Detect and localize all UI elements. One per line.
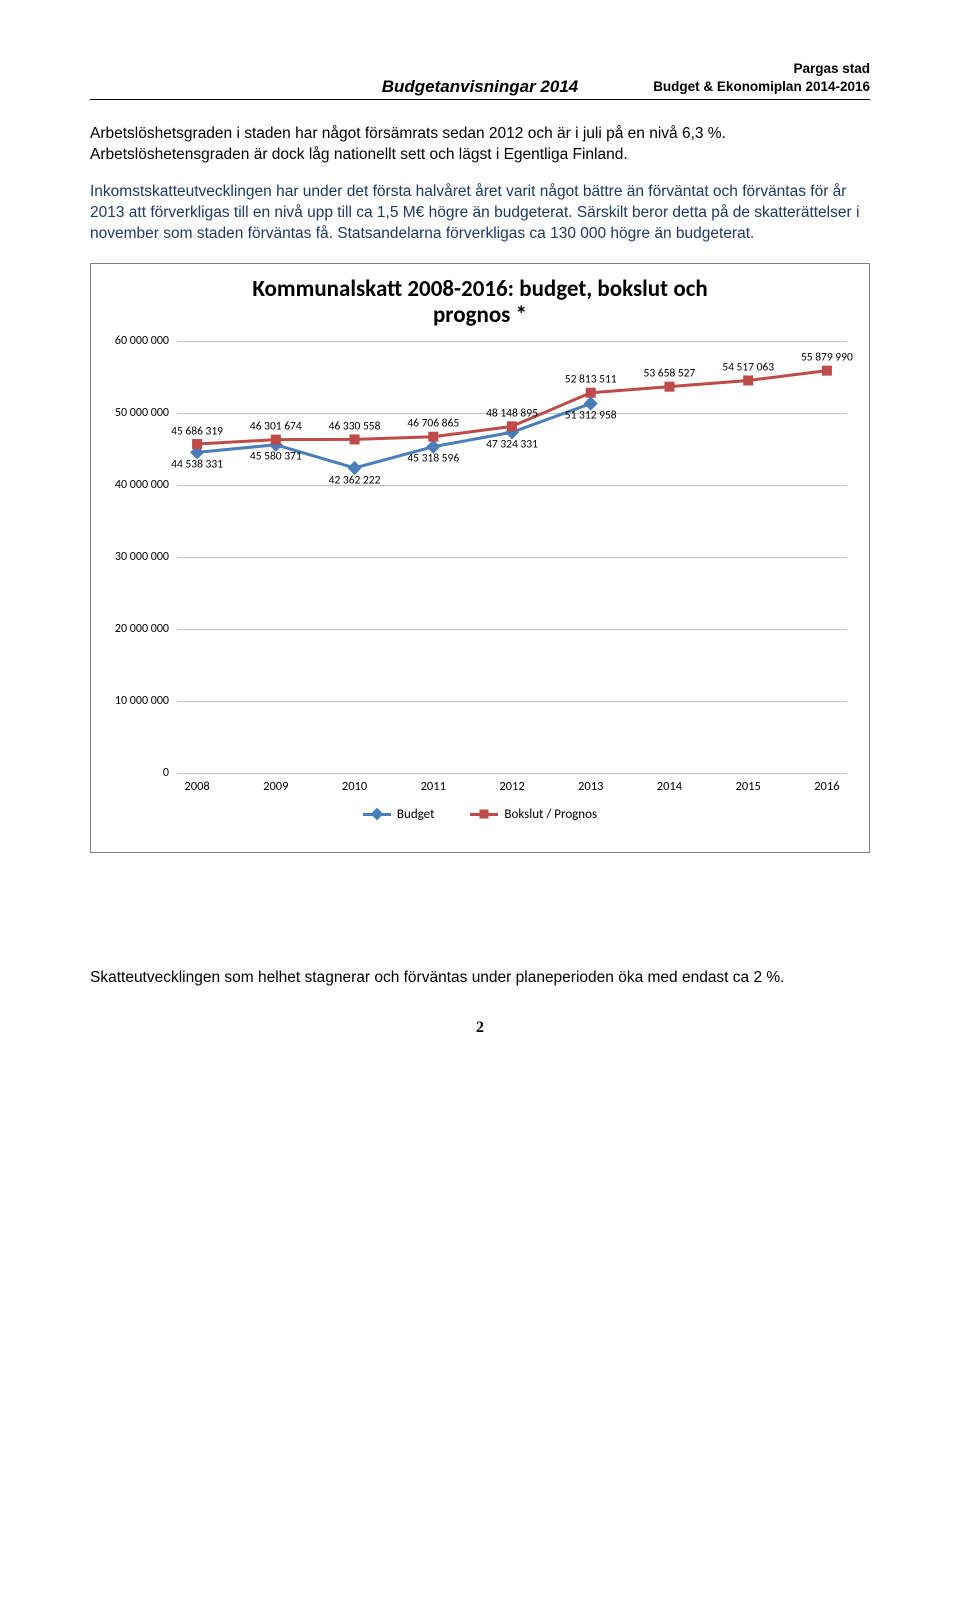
x-tick-label: 2016 xyxy=(814,779,839,794)
legend-label-prognos: Bokslut / Prognos xyxy=(504,807,597,822)
y-axis: 010 000 00020 000 00030 000 00040 000 00… xyxy=(97,341,175,773)
chart-title-line-1: Kommunalskatt 2008-2016: budget, bokslut… xyxy=(105,276,855,302)
chart-plot-area: 010 000 00020 000 00030 000 00040 000 00… xyxy=(177,341,847,801)
page-number: 2 xyxy=(90,1019,870,1037)
paragraph-3: Skatteutvecklingen som helhet stagnerar … xyxy=(90,968,870,989)
x-tick-label: 2015 xyxy=(736,779,761,794)
legend-swatch-prognos xyxy=(470,813,498,816)
gridline xyxy=(177,413,847,414)
x-tick-label: 2013 xyxy=(578,779,603,794)
legend-label-budget: Budget xyxy=(397,807,435,822)
legend-item-budget: Budget xyxy=(363,807,435,822)
y-tick-label: 10 000 000 xyxy=(115,694,169,708)
x-tick-label: 2008 xyxy=(184,779,209,794)
gridline xyxy=(177,557,847,558)
x-tick-label: 2009 xyxy=(263,779,288,794)
chart-title: Kommunalskatt 2008-2016: budget, bokslut… xyxy=(105,276,855,329)
page-header: Pargas stad Budget & Ekonomiplan 2014-20… xyxy=(90,60,870,97)
header-line-1: Pargas stad xyxy=(90,60,870,78)
chart-container: Kommunalskatt 2008-2016: budget, bokslut… xyxy=(90,263,870,853)
x-tick-label: 2012 xyxy=(499,779,524,794)
legend-swatch-budget xyxy=(363,813,391,816)
x-tick-label: 2014 xyxy=(657,779,682,794)
gridlines xyxy=(177,341,847,773)
document-page: Pargas stad Budget & Ekonomiplan 2014-20… xyxy=(0,0,960,1077)
gridline xyxy=(177,701,847,702)
chart-title-line-2: prognos * xyxy=(105,302,855,328)
gridline xyxy=(177,341,847,342)
y-tick-label: 40 000 000 xyxy=(115,478,169,492)
chart-legend: Budget Bokslut / Prognos xyxy=(105,807,855,822)
gridline xyxy=(177,629,847,630)
y-tick-label: 0 xyxy=(163,766,169,780)
x-axis: 2008 2009 2010 2011 2012 2013 2014 2015 2016 xyxy=(177,773,847,801)
y-tick-label: 50 000 000 xyxy=(115,406,169,420)
x-tick-label: 2011 xyxy=(421,779,446,794)
gridline xyxy=(177,485,847,486)
y-tick-label: 20 000 000 xyxy=(115,622,169,636)
header-divider xyxy=(90,99,870,100)
y-tick-label: 30 000 000 xyxy=(115,550,169,564)
paragraph-1: Arbetslöshetsgraden i staden har något f… xyxy=(90,124,870,166)
paragraph-2: Inkomstskatteutvecklingen har under det … xyxy=(90,182,870,245)
legend-item-prognos: Bokslut / Prognos xyxy=(470,807,597,822)
y-tick-label: 60 000 000 xyxy=(115,334,169,348)
x-tick-label: 2010 xyxy=(342,779,367,794)
